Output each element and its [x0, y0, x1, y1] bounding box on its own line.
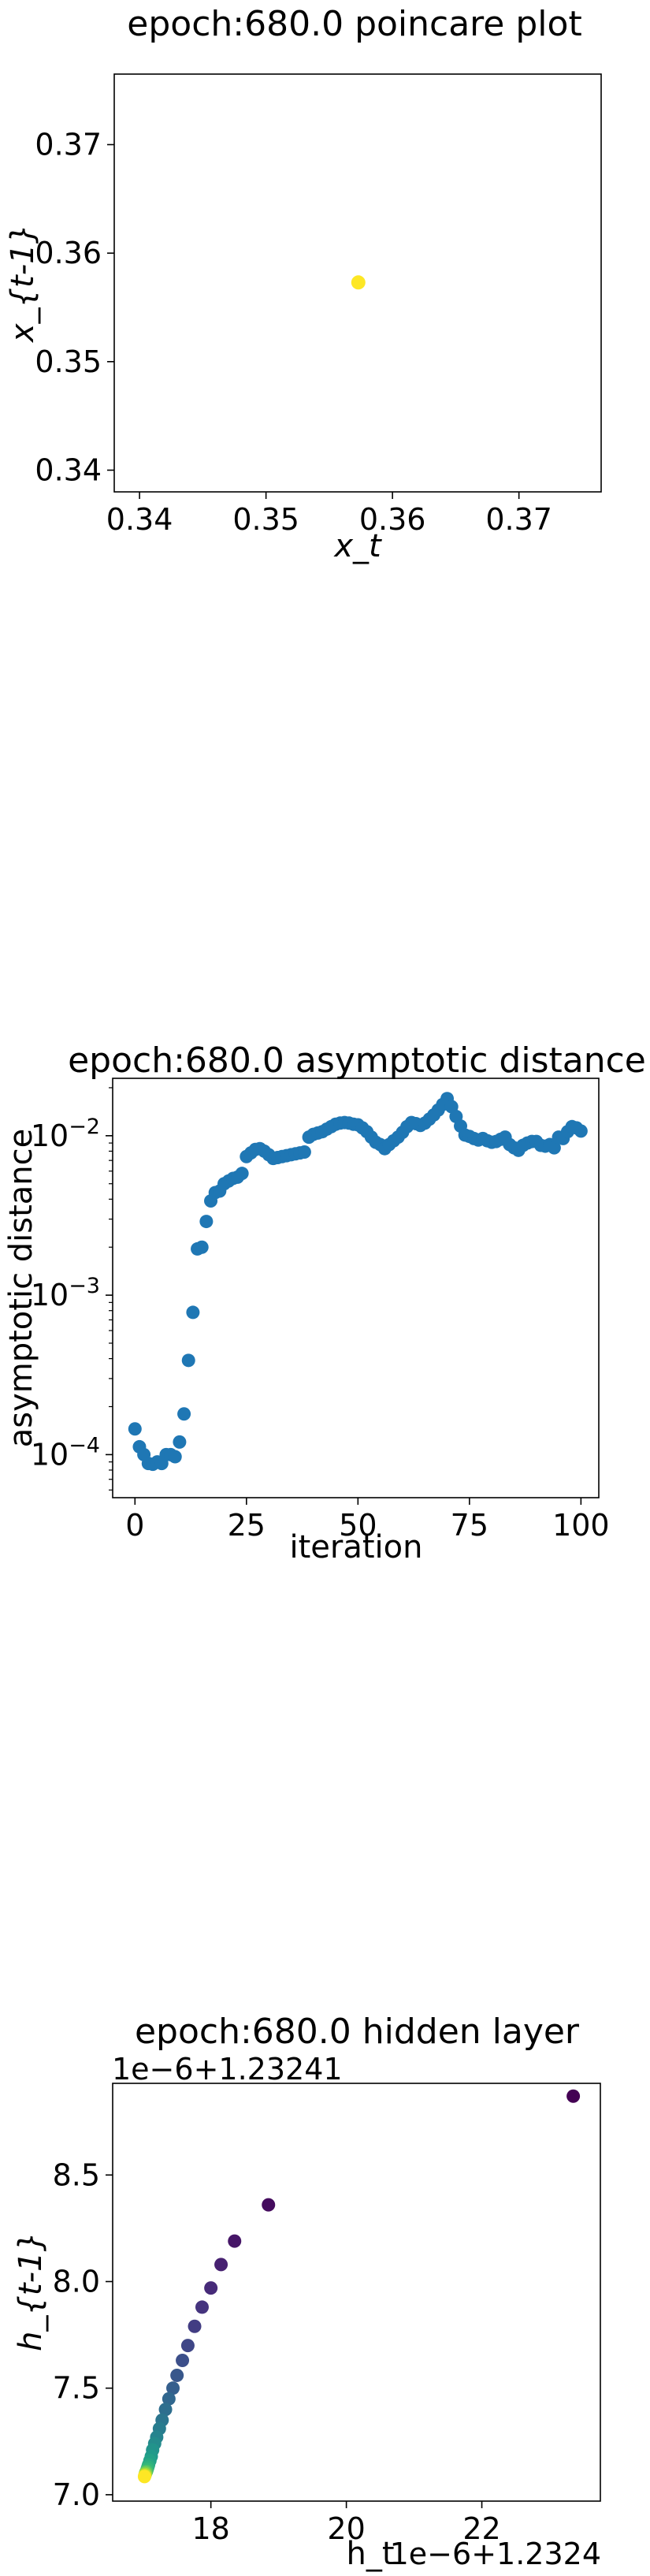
- asymptotic-distance-point: [186, 1305, 200, 1320]
- poincare-plot-ytick-label: 0.34: [35, 452, 102, 487]
- poincare-plot-point: [351, 275, 366, 290]
- asymptotic-distance-point: [168, 1450, 182, 1464]
- asymptotic-distance-ytick-label: 10−2: [31, 1115, 100, 1153]
- asymptotic-distance-point: [181, 1353, 195, 1368]
- poincare-plot-frame: [113, 73, 602, 493]
- hidden-layer-ytick-label: 7.5: [53, 2371, 100, 2406]
- asymptotic-distance-xlabel: iteration: [290, 1529, 423, 1565]
- poincare-plot-xtick-label: 0.36: [359, 502, 426, 537]
- asymptotic-distance-ytick-label: 10−4: [31, 1433, 100, 1472]
- hidden-layer-point: [158, 2403, 173, 2417]
- asymptotic-distance-point: [177, 1407, 191, 1421]
- hidden-layer-ticks: 18 20 22 7.0 7.5 8.0 8.5: [53, 2157, 501, 2546]
- asymptotic-distance-point: [128, 1422, 142, 1436]
- hidden-layer-ytick-label: 7.0: [53, 2477, 100, 2512]
- asymptotic-distance-xtick-label: 75: [451, 1508, 488, 1543]
- hidden-layer-ytick-label: 8.5: [53, 2157, 100, 2192]
- hidden-layer-point: [195, 2300, 209, 2314]
- poincare-plot: epoch:680.0 poincare plot 0.34 0.35 0.36 0.…: [5, 4, 602, 564]
- hidden-layer-point: [566, 2089, 581, 2103]
- asymptotic-distance-point: [574, 1124, 588, 1138]
- hidden-layer-xtick-label: 18: [191, 2511, 229, 2546]
- hidden-layer-title: epoch:680.0 hidden layer: [135, 2012, 580, 2052]
- asymptotic-distance-ticks: 0 25 50 75 100 10−2 10−3 10−4: [31, 1087, 610, 1543]
- hidden-layer-point: [262, 2198, 276, 2212]
- hidden-layer-xtick-label: 20: [327, 2511, 365, 2546]
- hidden-layer-point: [214, 2258, 228, 2272]
- asymptotic-distance-point: [297, 1145, 311, 1160]
- asymptotic-distance-xtick-label: 0: [125, 1508, 144, 1543]
- poincare-plot-ticks: 0.34 0.35 0.36 0.37 0.34 0.35 0.36 0.37: [35, 127, 552, 537]
- hidden-layer-point: [137, 2470, 151, 2484]
- hidden-layer-point: [170, 2368, 184, 2382]
- asymptotic-distance-ylabel: asymptotic distance: [3, 1129, 39, 1448]
- asymptotic-distance-xtick-label: 100: [552, 1508, 610, 1543]
- asymptotic-distance-point: [199, 1215, 214, 1229]
- asymptotic-distance-points: [128, 1092, 588, 1472]
- hidden-layer-point: [188, 2319, 202, 2333]
- hidden-layer-point: [176, 2354, 190, 2368]
- poincare-plot-ytick-label: 0.35: [35, 344, 102, 379]
- hidden-layer-frame: [112, 2083, 601, 2502]
- poincare-plot-ylabel: x_{t-1}: [5, 224, 41, 344]
- asymptotic-distance-point: [173, 1435, 187, 1449]
- poincare-plot-xtick-label: 0.34: [106, 502, 173, 537]
- poincare-plot-ytick-label: 0.37: [35, 127, 102, 162]
- asymptotic-distance-xtick-label: 50: [339, 1508, 377, 1543]
- hidden-layer-ylabel: h_{t-1}: [13, 2232, 49, 2351]
- asymptotic-distance-point: [195, 1240, 209, 1254]
- asymptotic-distance-xtick-label: 25: [228, 1508, 266, 1543]
- poincare-plot-xlabel: x_t: [332, 528, 382, 564]
- poincare-plot-xtick-label: 0.35: [232, 502, 299, 537]
- hidden-layer-plot: epoch:680.0 hidden layer 1e−6+1.23241 18…: [13, 2012, 601, 2572]
- asymptotic-distance-ytick-label: 10−3: [31, 1274, 100, 1312]
- poincare-plot-xtick-label: 0.37: [485, 502, 552, 537]
- poincare-plot-points: [351, 275, 366, 290]
- hidden-layer-point: [180, 2339, 195, 2353]
- asymptotic-distance-frame: [112, 1078, 600, 1498]
- asymptotic-distance-plot: epoch:680.0 asymptotic distance 0 25 50 75 1…: [3, 1040, 646, 1565]
- asymptotic-distance-point: [547, 1141, 561, 1155]
- hidden-layer-points: [137, 2089, 581, 2484]
- hidden-layer-point: [162, 2392, 176, 2406]
- hidden-layer-y-offset: 1e−6+1.23241: [112, 2052, 343, 2086]
- asymptotic-distance-title: epoch:680.0 asymptotic distance: [68, 1040, 646, 1081]
- hidden-layer-xlabel: h_t: [346, 2536, 394, 2572]
- asymptotic-distance-point: [235, 1167, 249, 1181]
- poincare-plot-title: epoch:680.0 poincare plot: [127, 4, 581, 44]
- hidden-layer-point: [228, 2234, 242, 2248]
- hidden-layer-point: [166, 2381, 180, 2395]
- hidden-layer-x-offset: 1e−6+1.2324: [390, 2537, 601, 2571]
- hidden-layer-ytick-label: 8.0: [53, 2264, 100, 2299]
- poincare-plot-ytick-label: 0.36: [35, 236, 102, 270]
- hidden-layer-xtick-label: 22: [462, 2511, 500, 2546]
- hidden-layer-point: [204, 2281, 218, 2295]
